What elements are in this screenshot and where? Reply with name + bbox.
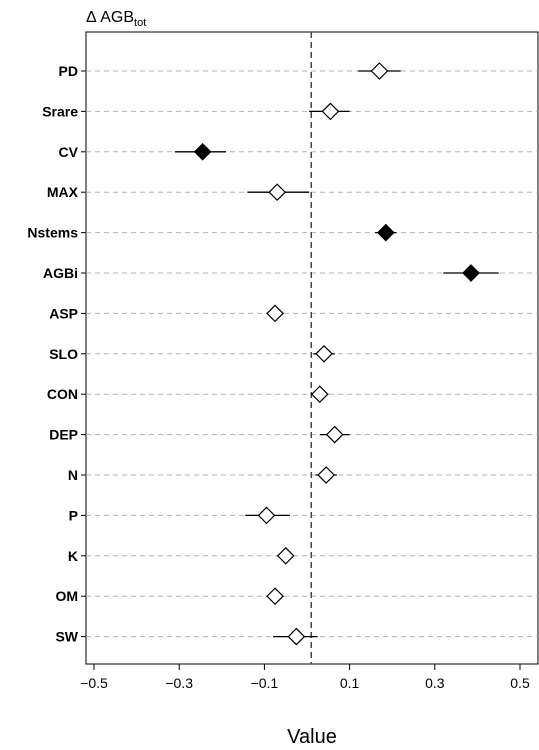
x-tick-label: −0.3 xyxy=(165,675,193,691)
estimate-point xyxy=(315,344,333,363)
x-tick-label: 0.1 xyxy=(340,675,360,691)
x-axis: −0.5 −0.3 −0.1 0.1 0.3 0.5 xyxy=(80,664,530,691)
x-axis-label: Value xyxy=(287,726,337,748)
estimate-point xyxy=(321,102,340,121)
x-tick-label: −0.5 xyxy=(80,675,108,691)
chart-title-subscript: tot xyxy=(134,17,146,29)
estimate-point xyxy=(193,142,212,161)
estimate-point xyxy=(310,385,329,404)
category-label: AGBi xyxy=(43,265,78,281)
category-label: CV xyxy=(59,144,79,160)
category-label: Srare xyxy=(42,103,78,119)
category-labels: PD Srare CV MAX Nstems AGBi ASP SLO CON DEP N P K OM S… xyxy=(27,63,86,645)
estimate-point xyxy=(325,425,344,444)
estimate-point xyxy=(462,264,480,282)
category-label: K xyxy=(68,548,78,564)
category-label: DEP xyxy=(49,427,78,443)
estimate-point xyxy=(317,466,336,484)
estimate-point xyxy=(276,546,295,565)
category-label: PD xyxy=(59,63,78,79)
category-label: SW xyxy=(55,629,78,645)
estimate-point xyxy=(370,62,389,80)
category-label: N xyxy=(68,467,78,483)
x-tick-label: −0.1 xyxy=(251,675,279,691)
x-tick-label: 0.5 xyxy=(510,675,530,691)
category-label: OM xyxy=(55,588,78,604)
category-label: MAX xyxy=(47,184,79,200)
estimate-point xyxy=(266,304,284,323)
estimate-point xyxy=(268,183,287,202)
estimate-point xyxy=(376,223,395,242)
category-label: ASP xyxy=(49,305,78,321)
x-tick-label: 0.3 xyxy=(425,675,445,691)
estimate-point xyxy=(257,506,276,525)
category-label: SLO xyxy=(49,346,78,362)
chart-title: Δ AGBtot xyxy=(86,9,146,29)
category-label: P xyxy=(69,507,78,523)
category-label: Nstems xyxy=(27,225,78,241)
estimate-point xyxy=(266,587,284,606)
marks-layer xyxy=(174,62,499,646)
category-label: CON xyxy=(47,386,78,402)
chart-title-main: Δ AGB xyxy=(86,9,134,26)
estimate-point xyxy=(287,627,306,646)
